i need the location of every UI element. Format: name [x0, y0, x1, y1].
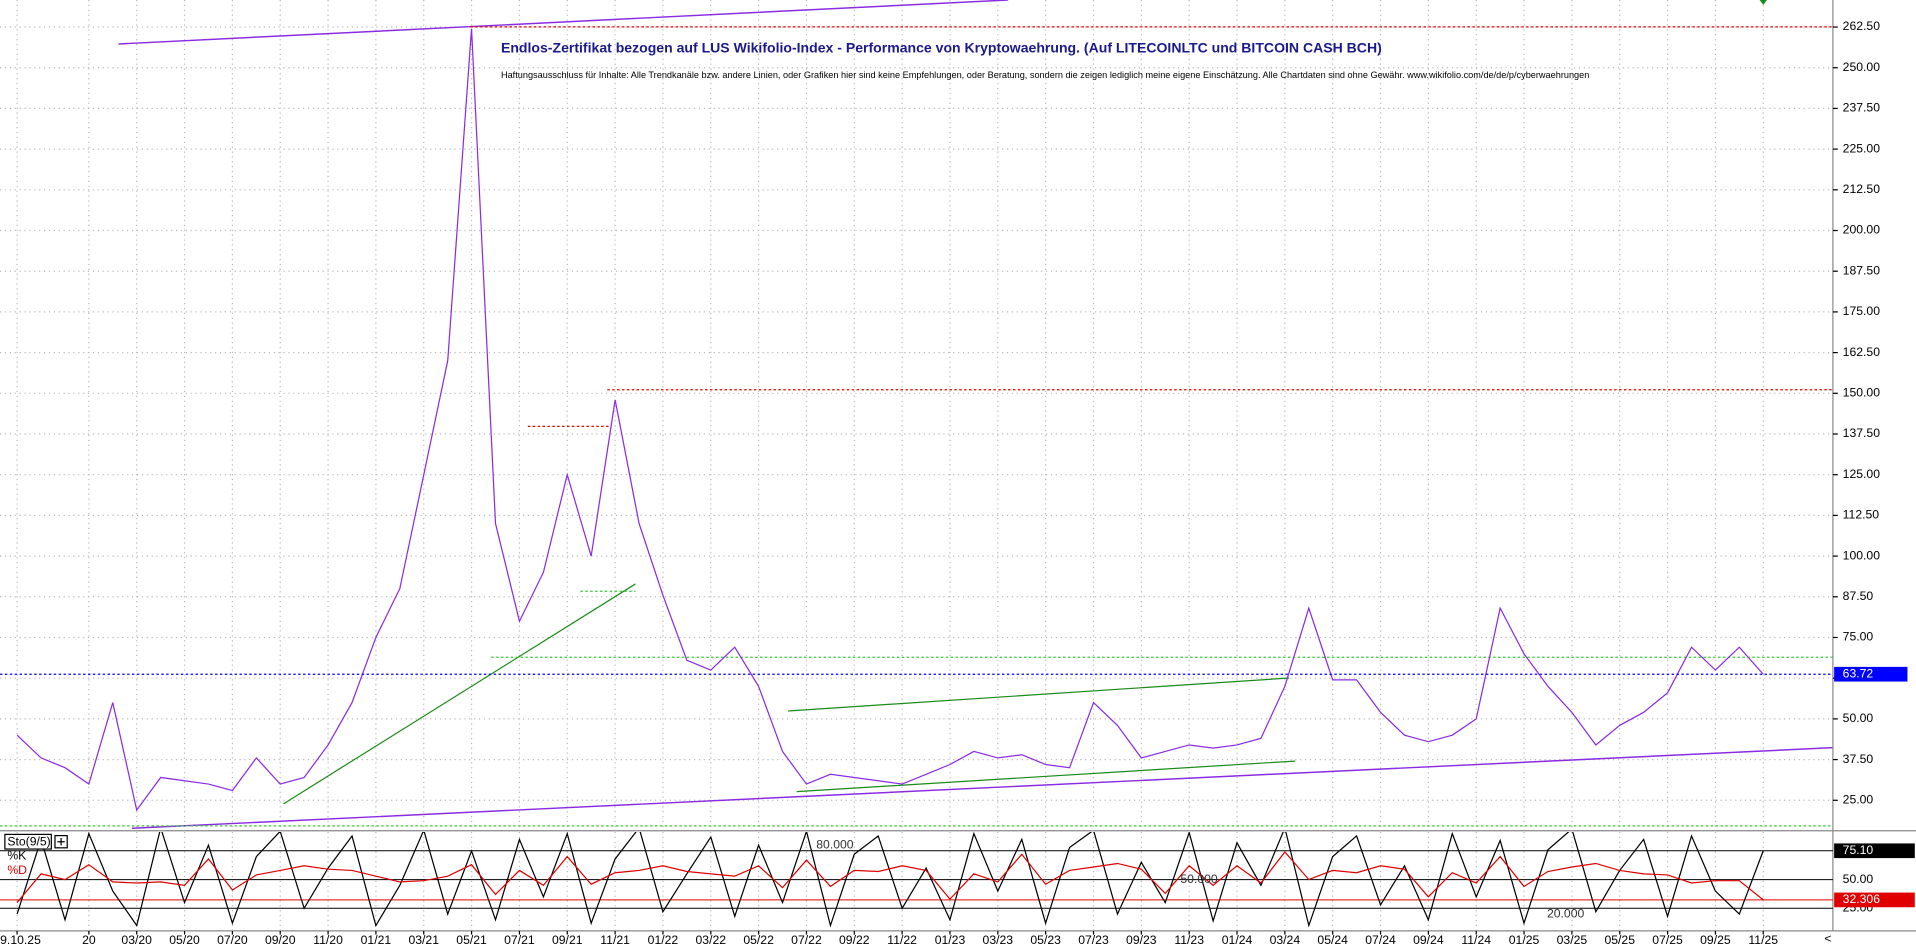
- x-tick-label: 09/23: [1126, 933, 1157, 947]
- y-tick-label: 150.00: [1843, 386, 1881, 400]
- y-tick-label: 125.00: [1843, 467, 1881, 481]
- x-tick-label: 05/23: [1030, 933, 1061, 947]
- expand-icon: [57, 838, 65, 846]
- stoch-plot: [16, 831, 1764, 928]
- x-tick-label: 09/21: [552, 933, 583, 947]
- series-line: [16, 831, 1764, 928]
- y-tick-label: 112.50: [1843, 508, 1880, 522]
- price-plot: [0, 28, 1833, 812]
- y-tick-label: 200.00: [1843, 223, 1881, 237]
- trend-line: [131, 746, 1833, 830]
- x-tick-label: 05/24: [1317, 933, 1348, 947]
- stoch-grid: [0, 831, 1833, 931]
- level-annotation: 80.000: [816, 837, 854, 851]
- x-tick-label: 09/22: [839, 933, 870, 947]
- y-tick-label: 162.50: [1843, 345, 1881, 359]
- trend-line: [796, 760, 1296, 793]
- x-tick-label: 11/23: [1174, 933, 1204, 947]
- x-tick-label: 05/21: [456, 933, 487, 947]
- x-tick-label: 07/24: [1365, 933, 1396, 947]
- x-tick-label: 03/20: [121, 933, 152, 947]
- chart-title: Endlos-Zertifikat bezogen auf LUS Wikifo…: [501, 40, 1382, 56]
- x-tick-label: 07/23: [1078, 933, 1109, 947]
- series-line: [16, 28, 1764, 812]
- trend-line: [283, 583, 636, 805]
- x-tick-label: 11/20: [313, 933, 343, 947]
- x-tick-label: 11/22: [887, 933, 917, 947]
- x-tick-label: 03/24: [1270, 933, 1301, 947]
- current-value-label: 32.306: [1843, 892, 1881, 906]
- x-tick-label: 11/24: [1461, 933, 1491, 947]
- y-tick-label: 37.50: [1843, 752, 1874, 766]
- x-tick-label: 03/25: [1557, 933, 1588, 947]
- x-tick-label: 09/20: [265, 933, 296, 947]
- x-tick-label: 20: [82, 933, 96, 947]
- x-tick-label: 03/22: [696, 933, 727, 947]
- y-tick-label: 250.00: [1843, 60, 1881, 74]
- level-annotation: 20.000: [1547, 906, 1585, 920]
- indicator-title: Sto(9/5): [7, 835, 50, 849]
- x-tick-label: 01/21: [361, 933, 392, 947]
- y-tick-label: 262.50: [1843, 19, 1881, 33]
- x-tick-label: 05/20: [169, 933, 200, 947]
- legend-label: %K: [7, 849, 26, 863]
- y-tick-label: 187.50: [1843, 263, 1881, 277]
- x-tick-label: 05/22: [743, 933, 774, 947]
- y-tick-label: 50.00: [1843, 872, 1874, 886]
- y-tick-label: 225.00: [1843, 141, 1881, 155]
- x-tick-label: 09/25: [1700, 933, 1731, 947]
- labels: 29.10.25 20 03/20 05/20 07/20 09/20 11/20 01/21…: [0, 19, 1915, 947]
- current-value-label: 63.72: [1843, 666, 1874, 680]
- y-tick-label: 100.00: [1843, 548, 1881, 562]
- marker-icon: [1759, 0, 1767, 5]
- x-tick-label: 09/24: [1413, 933, 1444, 947]
- x-tick-label: 07/22: [791, 933, 822, 947]
- legend-label: %D: [7, 863, 27, 877]
- chart-subtitle: Haftungsausschluss für Inhalte: Alle Tre…: [501, 70, 1589, 80]
- current-value-label: 75.10: [1843, 843, 1874, 857]
- x-tick-label: 01/25: [1509, 933, 1540, 947]
- current-value-box: [1834, 666, 1908, 682]
- y-tick-label: 25.00: [1843, 792, 1874, 806]
- x-tick-label: 07/25: [1652, 933, 1683, 947]
- y-tick-label: 175.00: [1843, 304, 1881, 318]
- scroll-arrow[interactable]: <: [1824, 932, 1831, 946]
- y-tick-label: 75.00: [1843, 630, 1874, 644]
- trend-lines: [0, 0, 1833, 830]
- current-value-box: [1834, 892, 1915, 908]
- x-tick-label: 11/21: [600, 933, 630, 947]
- x-tick-label: 29.10.25: [0, 933, 41, 947]
- x-tick-label: 07/21: [504, 933, 535, 947]
- y-tick-label: 237.50: [1843, 101, 1881, 115]
- trend-line: [118, 0, 1009, 45]
- y-tick-label: 212.50: [1843, 182, 1881, 196]
- current-value-box: [1834, 843, 1915, 859]
- y-tick-label: 87.50: [1843, 589, 1874, 603]
- level-annotation: 50.000: [1180, 872, 1218, 886]
- x-tick-label: 01/22: [648, 933, 679, 947]
- x-tick-label: 03/23: [983, 933, 1014, 947]
- y-tick-label: 50.00: [1843, 711, 1874, 725]
- x-tick-label: 11/25: [1748, 933, 1778, 947]
- x-tick-label: 07/20: [217, 933, 248, 947]
- x-tick-label: 03/21: [408, 933, 439, 947]
- series-line: [16, 851, 1764, 903]
- x-tick-label: 05/25: [1604, 933, 1635, 947]
- indicator-box: [4, 833, 52, 850]
- trend-line: [788, 677, 1290, 712]
- x-tick-label: 01/24: [1222, 933, 1253, 947]
- x-tick-label: 01/23: [935, 933, 966, 947]
- y-tick-label: 137.50: [1843, 426, 1881, 440]
